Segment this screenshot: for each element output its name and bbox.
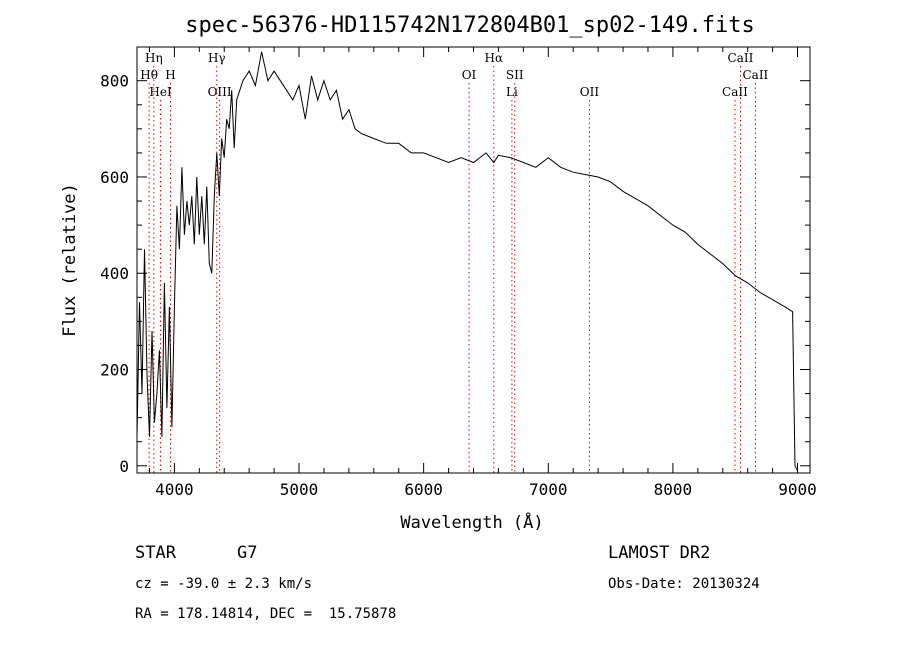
line-markers: Hη Hθ H HeI Hγ OIII Hα OI SII Li OII CaII CaII CaII	[140, 51, 769, 473]
marker-label: Hγ	[208, 51, 226, 65]
marker-label: OI	[462, 68, 477, 82]
marker-label: HeI	[149, 85, 172, 99]
y-tick-label: 800	[100, 72, 129, 91]
y-tick-label: 600	[100, 168, 129, 187]
marker-label: CaII	[742, 68, 768, 82]
redshift-text: cz = -39.0 ± 2.3 km/s	[135, 576, 312, 592]
y-axis-label: Flux (relative)	[60, 183, 80, 337]
marker-label: Hη	[145, 51, 163, 65]
coordinates-text: RA = 178.14814, DEC = 15.75878	[135, 606, 396, 622]
x-tick-label: 4000	[155, 480, 194, 499]
x-tick-label: 5000	[280, 480, 319, 499]
y-tick-label: 0	[119, 457, 129, 476]
spectrum-line	[136, 51, 798, 471]
marker-label: SII	[506, 68, 524, 82]
axis-ticks: 4000 5000 6000 7000 8000 9000 0 200 400 600 800	[100, 47, 817, 499]
object-class: STAR	[135, 543, 177, 563]
y-tick-label: 400	[100, 264, 129, 283]
x-tick-label: 9000	[778, 480, 817, 499]
marker-label: CaII	[722, 85, 748, 99]
x-axis-label: Wavelength (Å)	[400, 511, 543, 533]
plot-frame	[136, 46, 811, 474]
marker-label: Hα	[485, 51, 504, 65]
survey-name: LAMOST DR2	[608, 543, 710, 563]
marker-label: OII	[580, 85, 600, 99]
marker-label: Li	[506, 85, 518, 99]
marker-label: Hθ	[140, 68, 158, 82]
object-subclass: G7	[237, 543, 257, 563]
obs-date-text: Obs-Date: 20130324	[608, 576, 760, 592]
chart-title: spec-56376-HD115742N172804B01_sp02-149.f…	[185, 13, 755, 38]
marker-label: CaII	[728, 51, 754, 65]
x-tick-label: 8000	[654, 480, 693, 499]
marker-label: OIII	[208, 85, 232, 99]
marker-label: H	[165, 68, 175, 82]
x-tick-label: 6000	[404, 480, 443, 499]
y-tick-label: 200	[100, 361, 129, 380]
x-tick-label: 7000	[529, 480, 568, 499]
